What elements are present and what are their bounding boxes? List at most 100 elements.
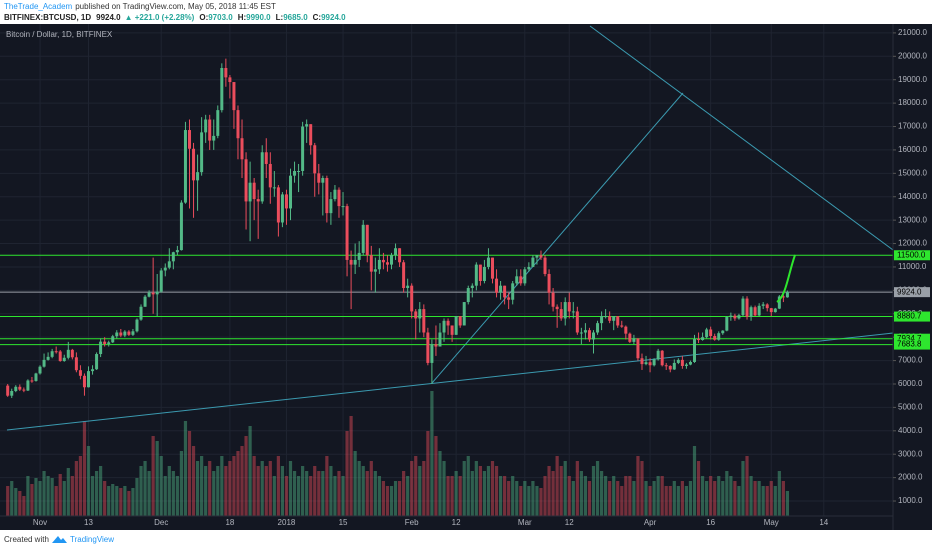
logo — [52, 536, 67, 543]
volume-bar — [248, 426, 252, 516]
volume-bar — [284, 476, 289, 516]
volume-bar — [115, 486, 119, 516]
y-tick-label: 1000.0 — [898, 496, 923, 505]
candle-body — [765, 304, 769, 309]
volume-bar — [575, 461, 579, 516]
volume-bar — [531, 481, 535, 516]
candle-body — [608, 316, 612, 321]
volume-bar — [713, 481, 717, 516]
candle-body — [232, 82, 236, 111]
candle-body — [264, 152, 268, 164]
candle-body — [58, 351, 62, 362]
candle-body — [660, 350, 664, 366]
candle-body — [781, 296, 785, 298]
volume-bar — [22, 496, 26, 516]
candle-body — [196, 172, 200, 181]
volume-bar — [478, 466, 482, 516]
volume-bar — [131, 488, 135, 516]
volume-bar — [418, 466, 422, 516]
level-label: 7934.7 — [897, 334, 922, 343]
candle-body — [204, 119, 208, 133]
candle-body — [414, 311, 418, 319]
volume-bar — [511, 476, 515, 516]
candle-body — [523, 269, 527, 284]
volume-bar — [321, 471, 325, 516]
axis-labels: 1000.0 2000.0 3000.0 4000.0 5000.0 6000.0 7000… — [33, 28, 930, 527]
candle-body — [115, 332, 119, 337]
volume-bar — [749, 476, 753, 516]
candle-body — [583, 330, 587, 333]
candle-body — [188, 130, 191, 149]
candle-body — [757, 305, 761, 316]
volume-bar — [709, 476, 713, 516]
candle-body — [632, 338, 636, 342]
candle-body — [462, 302, 466, 326]
candle-body — [78, 370, 82, 376]
volume-bar — [272, 476, 276, 516]
candle-body — [280, 194, 284, 223]
level-box — [894, 333, 930, 344]
volume-bar — [446, 476, 450, 516]
candle-body — [369, 255, 373, 272]
candle-body — [640, 358, 644, 365]
volume-bar — [393, 481, 398, 516]
y-tick-label: 2000.0 — [898, 473, 923, 482]
candle-body — [337, 189, 341, 207]
candle-body — [636, 338, 640, 359]
candle-body — [458, 316, 462, 326]
volume-bar — [333, 476, 337, 516]
volume-bar — [381, 481, 386, 516]
volume-bar — [268, 461, 272, 516]
y-tick-label: 14000.0 — [898, 192, 927, 201]
symbol: BITFINEX:BTCUSD, 1D — [4, 13, 91, 22]
volume-bar — [46, 476, 50, 516]
level-label: 9924.0 — [897, 287, 922, 296]
candle-body — [575, 311, 579, 333]
candle-body — [390, 255, 393, 265]
candle-body — [147, 292, 151, 297]
volume-bar — [454, 471, 458, 516]
volume-bar — [773, 486, 777, 516]
candle-body — [684, 364, 688, 366]
candle-body — [515, 276, 519, 284]
volume-bar — [688, 481, 693, 516]
candle-body — [82, 375, 86, 388]
volume-bar — [329, 466, 333, 516]
volume-bar — [103, 481, 107, 516]
candle-body — [252, 182, 256, 200]
x-tick-label: Apr — [644, 518, 657, 527]
publish-line: TheTrade_Academ published on TradingView.… — [4, 2, 276, 11]
volume-bar — [753, 481, 757, 516]
published: published on TradingView.com, May 05, 20… — [75, 2, 276, 11]
volume-bar — [147, 471, 151, 516]
candle-body — [167, 261, 171, 268]
candle-body — [200, 132, 204, 173]
volume-bar — [414, 456, 418, 516]
candle-body — [14, 386, 18, 392]
ohlc-key: O: — [199, 13, 208, 22]
y-tick-label: 12000.0 — [898, 239, 927, 248]
volume-bar — [466, 456, 470, 516]
candle-body — [107, 342, 111, 344]
candle-body — [66, 349, 70, 358]
volume-bar — [244, 436, 248, 516]
volume-bar — [50, 478, 54, 516]
volume-bar — [345, 431, 349, 516]
volume-bar — [90, 476, 95, 516]
candle-body — [454, 316, 458, 335]
candle-body — [365, 224, 369, 256]
volume-bar — [410, 461, 414, 516]
candle-body — [111, 336, 115, 343]
candle-body — [418, 309, 422, 319]
x-tick-label: Mar — [518, 518, 532, 527]
volume-bar — [389, 486, 394, 516]
candle-body — [701, 337, 705, 340]
author[interactable]: TheTrade_Academ — [4, 2, 73, 11]
volume-bar — [292, 471, 297, 516]
candle-body — [70, 349, 74, 358]
footer-brand[interactable]: TradingView — [70, 535, 114, 544]
y-tick-label: 5000.0 — [898, 403, 923, 412]
candle-body — [406, 285, 410, 289]
volume-bar — [191, 446, 196, 516]
candle-body — [688, 361, 692, 365]
